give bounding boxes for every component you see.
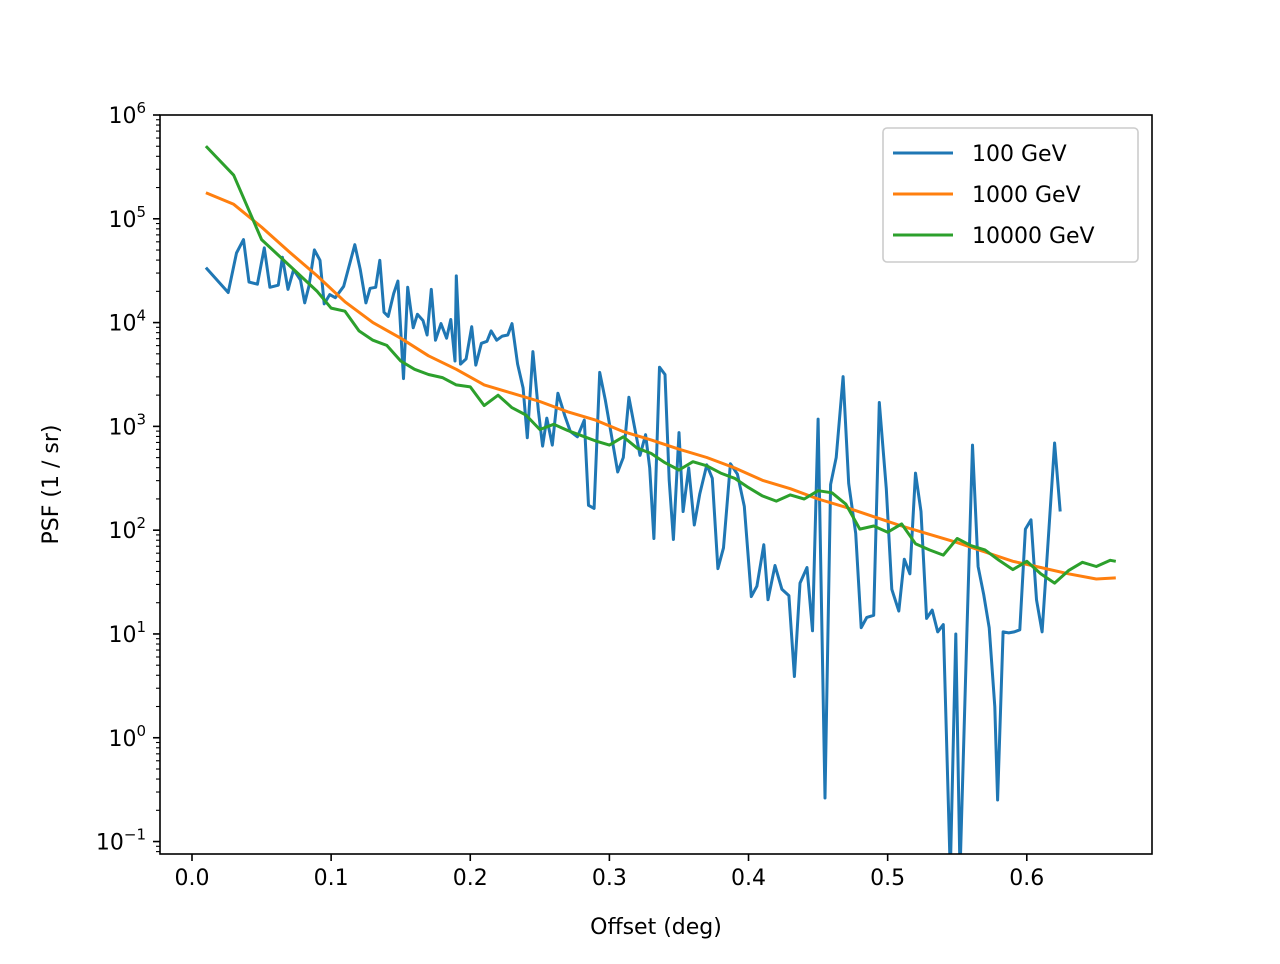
y-tick-label: 104 xyxy=(108,307,146,337)
x-tick-label: 0.3 xyxy=(592,866,627,891)
x-tick-label: 0.1 xyxy=(314,866,349,891)
y-axis-label: PSF (1 / sr) xyxy=(39,425,64,545)
y-tick-label: 102 xyxy=(108,514,146,544)
y-tick-label: 106 xyxy=(108,99,146,129)
x-tick-label: 0.6 xyxy=(1009,866,1044,891)
y-axis: 106 105 104 103 102 101 100 10−1 xyxy=(96,99,160,856)
axes-frame xyxy=(159,114,1153,855)
y-tick-label: 10−1 xyxy=(96,826,146,856)
legend: 100 GeV 1000 GeV 10000 GeV xyxy=(882,127,1139,263)
y-tick-label: 103 xyxy=(108,410,146,440)
series-line-100-gev xyxy=(204,238,1062,854)
series-line-1000-gev xyxy=(205,191,1116,581)
y-tick-label: 100 xyxy=(108,722,146,752)
plot-lines xyxy=(204,145,1117,854)
y-tick-label: 101 xyxy=(108,618,146,648)
legend-label: 100 GeV xyxy=(972,142,1067,167)
legend-box xyxy=(882,127,1139,263)
legend-label: 1000 GeV xyxy=(972,183,1081,208)
series-line-10000-gev xyxy=(204,145,1117,585)
x-tick-label: 0.4 xyxy=(731,866,766,891)
y-tick-label: 105 xyxy=(108,203,146,233)
x-tick-label: 0.2 xyxy=(453,866,488,891)
x-tick-label: 0.0 xyxy=(175,866,210,891)
x-axis: 0.0 0.1 0.2 0.3 0.4 0.5 0.6 xyxy=(175,854,1044,891)
legend-label: 10000 GeV xyxy=(972,224,1095,249)
x-axis-label: Offset (deg) xyxy=(590,915,722,940)
x-tick-label: 0.5 xyxy=(870,866,905,891)
